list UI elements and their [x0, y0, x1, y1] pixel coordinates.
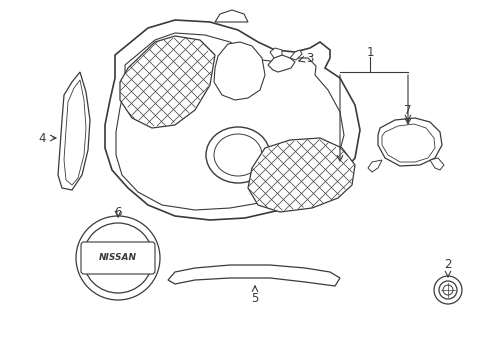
Text: 4: 4 — [38, 131, 46, 144]
Text: 6: 6 — [114, 206, 122, 219]
Polygon shape — [429, 158, 443, 170]
Polygon shape — [377, 118, 441, 166]
Text: NISSAN: NISSAN — [99, 253, 137, 262]
Text: 2: 2 — [443, 258, 451, 271]
Text: 7: 7 — [404, 104, 411, 117]
Text: 5: 5 — [251, 292, 258, 305]
Polygon shape — [367, 160, 381, 172]
FancyBboxPatch shape — [81, 242, 155, 274]
Polygon shape — [58, 72, 90, 190]
Text: 3: 3 — [305, 51, 313, 64]
Polygon shape — [120, 36, 215, 128]
Polygon shape — [105, 20, 359, 220]
Polygon shape — [289, 50, 302, 60]
Polygon shape — [247, 138, 354, 212]
Polygon shape — [168, 265, 339, 286]
Polygon shape — [267, 55, 294, 72]
Polygon shape — [214, 42, 264, 100]
Polygon shape — [269, 48, 282, 58]
Text: 1: 1 — [366, 46, 373, 59]
Polygon shape — [215, 10, 247, 22]
